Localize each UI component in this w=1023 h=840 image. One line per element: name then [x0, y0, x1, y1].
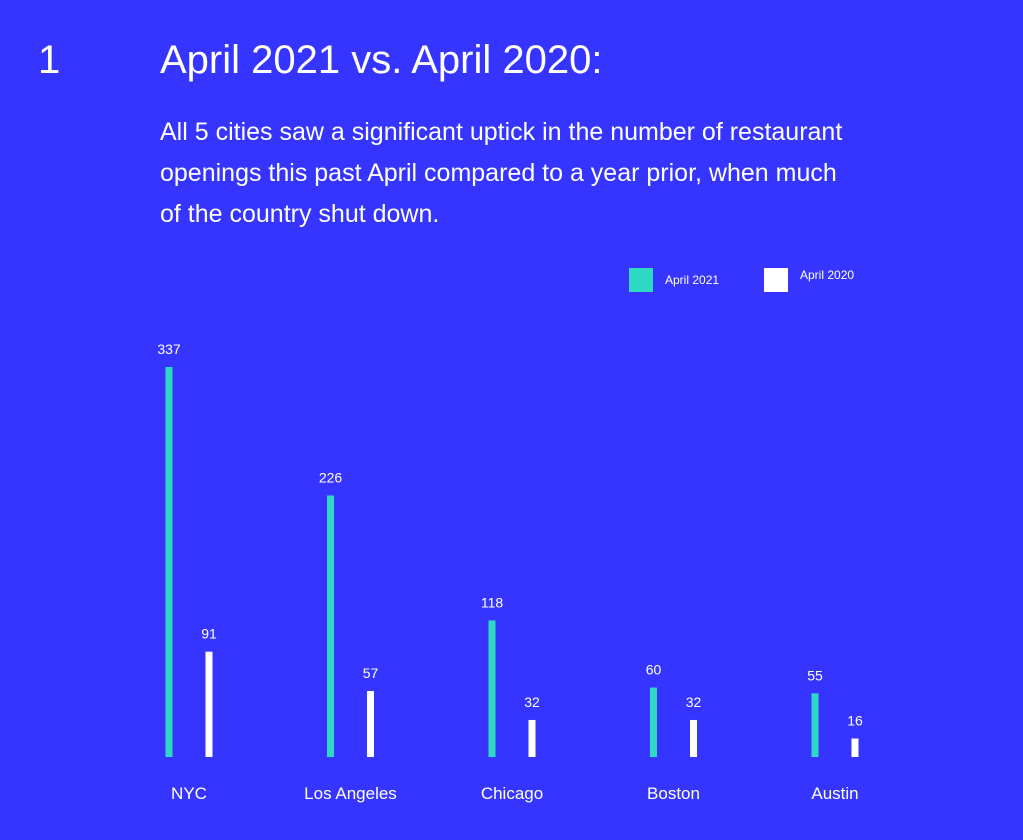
- legend-swatch-april-2021: [629, 268, 653, 292]
- bar-austin-april-2021: [811, 693, 819, 757]
- bar-los-angeles-april-2021: [327, 495, 334, 757]
- legend-item-april-2020: April 2020: [764, 268, 854, 292]
- bar-austin-april-2020: [851, 738, 859, 757]
- data-label-nyc-april-2021: 337: [157, 341, 181, 357]
- section-number: 1: [38, 38, 61, 82]
- bar-boston-april-2020: [690, 719, 697, 757]
- data-label-nyc-april-2020: 91: [201, 626, 217, 642]
- category-label-austin: Austin: [811, 784, 858, 803]
- category-label-boston: Boston: [647, 784, 700, 803]
- category-label-los-angeles: Los Angeles: [304, 784, 397, 803]
- bar-chicago-april-2020: [528, 719, 536, 757]
- data-label-chicago-april-2021: 118: [481, 594, 504, 610]
- legend-swatch-april-2020: [764, 268, 788, 292]
- page-subtitle: All 5 cities saw a significant uptick in…: [160, 118, 843, 228]
- bar-boston-april-2021: [650, 687, 657, 757]
- data-label-chicago-april-2020: 32: [524, 694, 540, 710]
- data-label-austin-april-2021: 55: [807, 667, 823, 683]
- data-label-los-angeles-april-2020: 57: [363, 665, 379, 681]
- bar-chicago-april-2021: [488, 620, 496, 757]
- page-title: April 2021 vs. April 2020:: [160, 38, 603, 82]
- data-label-boston-april-2020: 32: [686, 694, 702, 710]
- legend-label-april-2021: April 2021: [665, 273, 720, 287]
- bar-los-angeles-april-2020: [367, 691, 374, 757]
- data-label-austin-april-2020: 16: [847, 712, 863, 728]
- bar-nyc-april-2020: [205, 651, 213, 757]
- data-label-boston-april-2021: 60: [646, 662, 662, 678]
- legend-item-april-2021: April 2021: [629, 268, 719, 292]
- data-label-los-angeles-april-2021: 226: [319, 469, 343, 485]
- category-label-chicago: Chicago: [481, 784, 543, 803]
- bar-nyc-april-2021: [165, 367, 173, 757]
- category-label-nyc: NYC: [171, 784, 207, 803]
- legend-label-april-2020: April 2020: [800, 268, 855, 282]
